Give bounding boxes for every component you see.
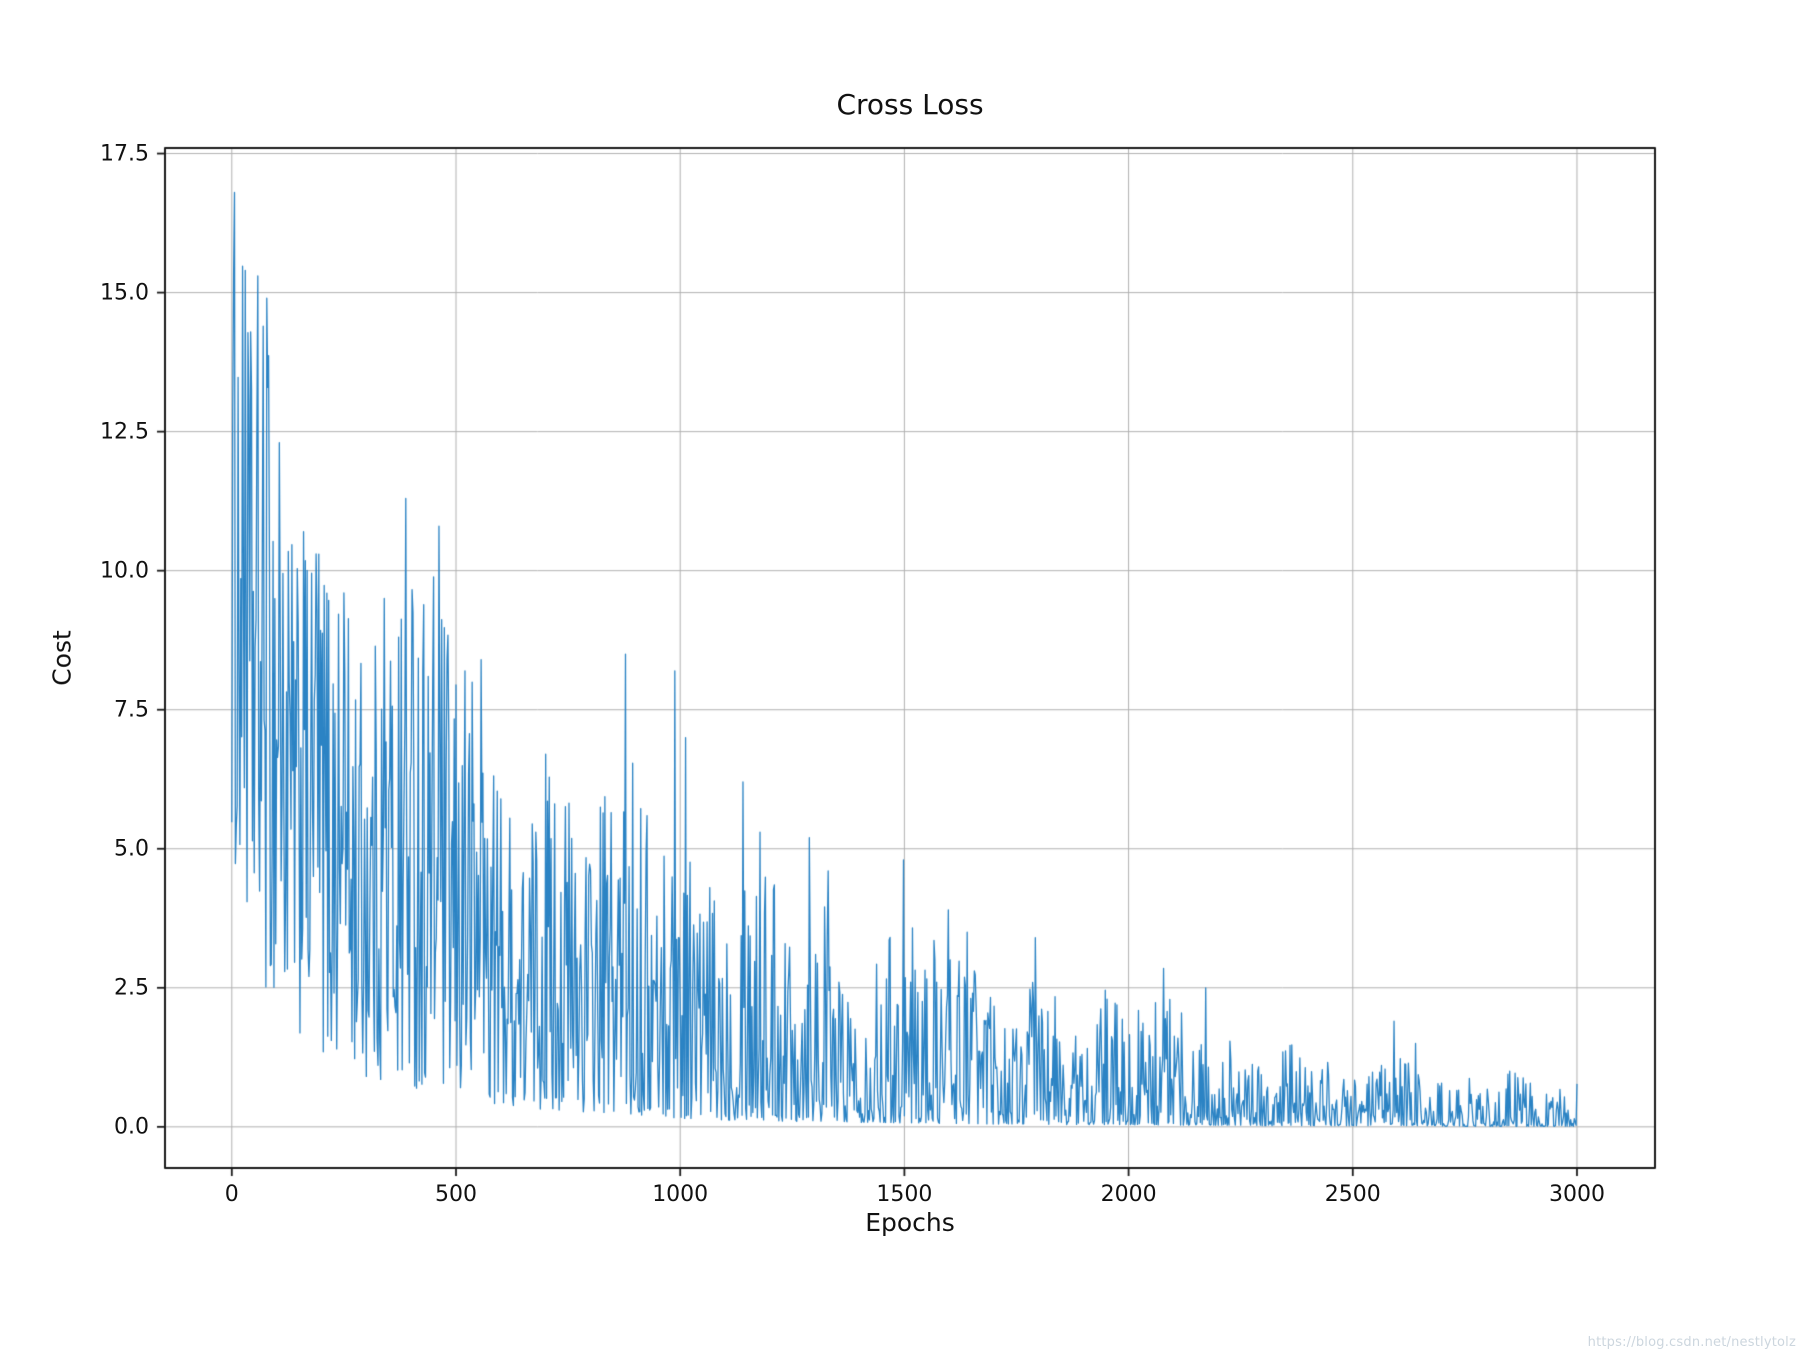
- y-axis-label: Cost: [47, 630, 77, 686]
- x-tick-label: 2000: [1100, 1182, 1157, 1207]
- y-tick-label: 0.0: [114, 1114, 149, 1140]
- y-tick-label: 15.0: [100, 280, 149, 306]
- y-tick-label: 2.5: [114, 975, 149, 1001]
- y-tick-label: 17.5: [100, 141, 149, 167]
- x-tick-label: 2500: [1324, 1182, 1381, 1207]
- y-tick-label: 5.0: [114, 836, 149, 862]
- watermark-text: https://blog.csdn.net/nestlytolz: [1587, 1335, 1796, 1350]
- x-tick-label: 1000: [652, 1182, 709, 1207]
- x-tick-label: 1500: [876, 1182, 933, 1207]
- x-tick-label: 500: [435, 1182, 477, 1207]
- x-axis-label: Epochs: [865, 1208, 955, 1237]
- y-tick-label: 12.5: [100, 419, 149, 445]
- y-tick-label: 10.0: [100, 558, 149, 584]
- x-tick-label: 0: [224, 1182, 239, 1207]
- chart-title: Cross Loss: [836, 88, 984, 121]
- x-tick-label: 3000: [1548, 1182, 1605, 1207]
- y-tick-label: 7.5: [114, 697, 149, 723]
